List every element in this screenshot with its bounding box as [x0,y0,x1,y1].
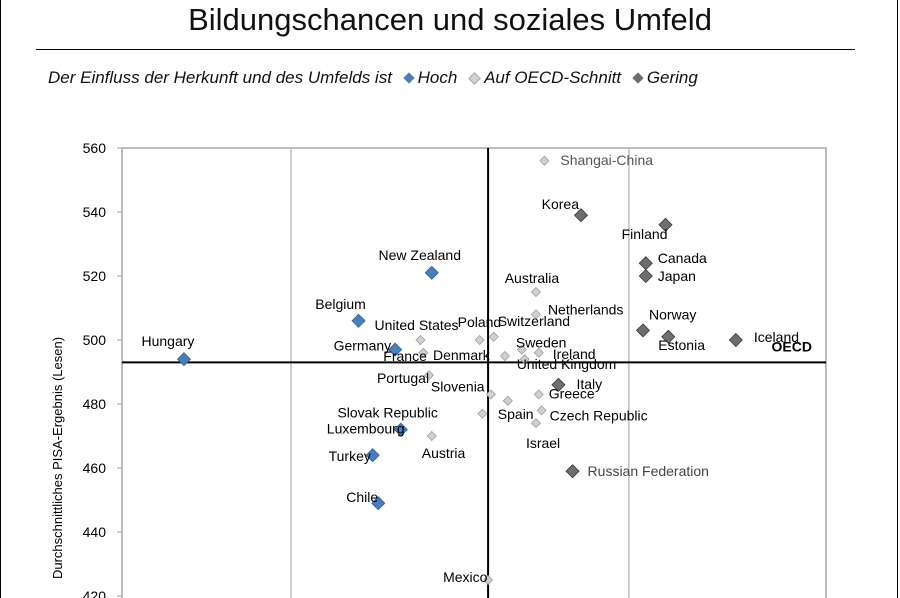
data-point-luxembourg [393,422,408,437]
data-label-korea: Korea [542,196,580,212]
data-point-russian-federation [565,464,580,479]
data-label-russian-federation: Russian Federation [588,463,709,479]
data-point-mexico [483,574,494,586]
data-label-slovak-republic: Slovak Republic [337,405,437,421]
data-point-spain [502,395,513,406]
legend-prefix: Der Einfluss der Herkunft und des Umfeld… [48,68,392,87]
data-label-portugal: Portugal [377,370,429,386]
legend-label-average: Auf OECD-Schnitt [484,68,622,87]
data-point-italy [551,377,566,392]
data-point-denmark [499,350,511,362]
plot-frame [121,147,827,598]
data-label-japan: Japan [658,268,696,284]
oecd-line-label: OECD [772,338,812,354]
data-point-finland [658,217,673,232]
y-tick-label: 480 [83,396,107,412]
data-label-hungary: Hungary [141,333,194,349]
data-label-iceland: Iceland [754,329,799,345]
data-label-new-zealand: New Zealand [379,247,462,263]
data-point-korea [573,208,589,223]
data-label-australia: Australia [505,270,560,286]
data-point-united-kingdom [519,354,530,365]
data-label-norway: Norway [649,306,696,322]
data-point-ireland [533,347,544,358]
data-label-luxembourg: Luxembourg [327,421,405,437]
y-tick-label: 460 [83,460,107,476]
data-point-germany [388,342,403,357]
data-label-shangai-china: Shangai-China [560,152,653,168]
data-point-portugal [423,370,435,381]
data-label-mexico: Mexico [443,569,488,585]
data-label-germany: Germany [334,338,392,354]
data-label-greece: Greece [549,385,595,401]
data-label-switzerland: Switzerland [498,313,570,329]
y-tick-label: 560 [83,140,107,156]
data-label-belgium: Belgium [315,296,366,312]
data-point-greece [533,389,544,400]
data-point-slovak-republic [477,408,488,419]
data-label-spain: Spain [498,406,534,422]
data-point-sweden [516,344,527,355]
data-label-turkey: Turkey [329,448,371,464]
data-point-poland [474,334,485,346]
y-tick-label: 500 [83,332,107,348]
data-label-austria: Austria [422,445,466,461]
data-point-france [418,347,429,358]
data-point-belgium [351,313,366,328]
data-point-australia [530,286,542,298]
data-label-slovenia: Slovenia [431,378,485,394]
data-point-turkey [365,448,380,463]
data-point-canada [638,256,653,271]
legend: Der Einfluss der Herkunft und des Umfeld… [48,68,698,88]
data-label-finland: Finland [622,226,668,242]
data-label-canada: Canada [658,250,707,266]
data-point-iceland [728,332,743,348]
data-point-japan [638,268,653,284]
data-point-israel [530,418,542,429]
data-point-chile [371,496,386,511]
title-divider [36,49,855,50]
data-label-united-states: United States [374,317,458,333]
data-label-france: France [383,348,427,364]
legend-label-low: Gering [646,68,698,87]
data-label-united-kingdom: United Kingdom [517,356,617,372]
data-label-poland: Poland [458,314,502,330]
data-label-israel: Israel [526,435,560,451]
data-point-shangai-china [539,155,550,166]
data-label-czech-republic: Czech Republic [550,407,648,423]
chart-title: Bildungschancen und soziales Umfeld [188,2,712,37]
y-axis-label: Durchschnittliches PISA-Ergebnis (Lesen) [50,337,65,579]
y-tick-label: 540 [83,204,107,220]
data-label-ireland: Ireland [553,346,596,362]
data-point-hungary [176,352,192,367]
y-tick-label: 440 [83,524,107,540]
data-point-netherlands [530,309,542,320]
data-point-estonia [661,329,676,344]
data-label-italy: Italy [576,376,602,392]
data-point-new-zealand [424,265,439,280]
y-tick-label: 520 [83,268,107,284]
data-point-czech-republic [536,405,547,416]
data-label-chile: Chile [346,489,378,505]
data-label-sweden: Sweden [516,335,567,351]
data-point-norway [635,323,651,338]
data-point-united-states [415,334,426,346]
data-label-netherlands: Netherlands [548,301,624,317]
legend-label-high: Hoch [417,68,458,87]
data-point-austria [426,430,437,442]
data-point-slovenia [485,389,496,400]
data-label-estonia: Estonia [658,337,705,353]
data-label-denmark: Denmark [433,347,491,363]
data-point-switzerland [488,331,499,342]
y-tick-label: 420 [83,588,107,598]
